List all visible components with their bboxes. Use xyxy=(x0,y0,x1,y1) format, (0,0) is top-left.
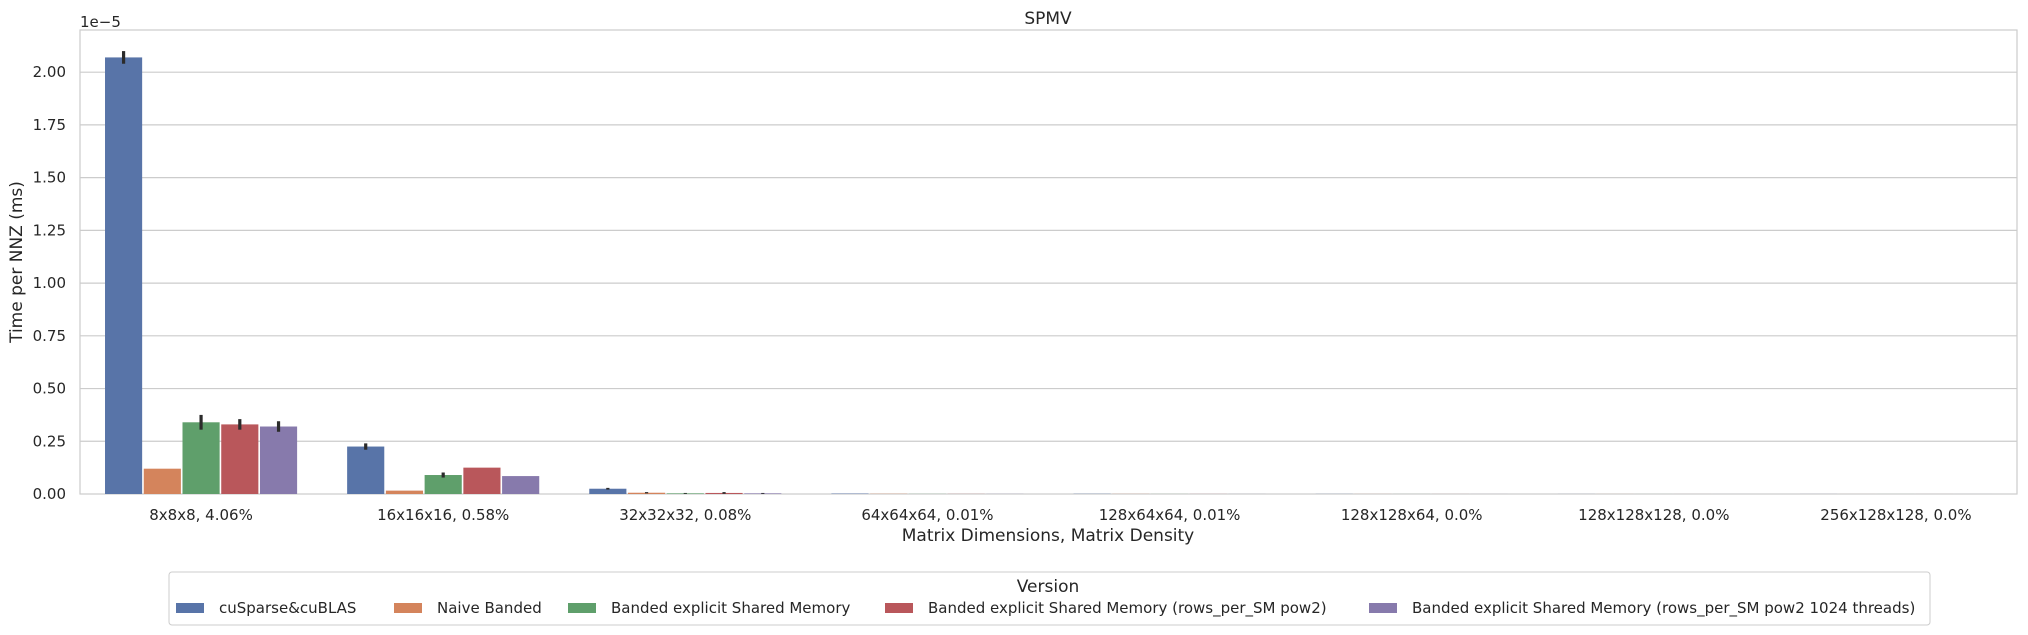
legend-swatch xyxy=(885,603,913,613)
plot-area xyxy=(79,29,2018,495)
x-tick-label: 64x64x64, 0.01% xyxy=(861,506,993,524)
x-tick-labels: 8x8x8, 4.06% 16x16x16, 0.58% 32x32x32, 0.0… xyxy=(149,506,1971,524)
legend-label: Banded explicit Shared Memory (rows_per_… xyxy=(1412,599,1915,618)
x-tick-label: 256x128x128, 0.0% xyxy=(1820,506,1971,524)
x-tick-label: 16x16x16, 0.58% xyxy=(377,506,509,524)
error-bars xyxy=(121,51,765,494)
bar xyxy=(424,475,462,494)
bar xyxy=(589,488,627,494)
chart-title: SPMV xyxy=(1024,9,1072,29)
y-tick-label: 2.00 xyxy=(33,63,66,81)
x-tick-label: 32x32x32, 0.08% xyxy=(619,506,751,524)
bar xyxy=(463,467,501,494)
bar xyxy=(259,426,298,494)
x-tick-label: 128x128x64, 0.0% xyxy=(1341,506,1483,524)
y-tick-label: 1.00 xyxy=(33,274,66,292)
y-tick-label: 0.00 xyxy=(33,485,66,503)
bar xyxy=(105,57,143,494)
bar xyxy=(385,490,424,494)
legend-swatch xyxy=(394,603,422,613)
legend-swatch xyxy=(176,603,204,613)
bars xyxy=(105,57,1992,494)
y-tick-label: 1.75 xyxy=(33,116,66,134)
bar xyxy=(182,422,220,494)
legend-title: Version xyxy=(1017,577,1080,597)
y-tick-label: 0.75 xyxy=(33,327,66,345)
y-axis-title: Time per NNZ (ms) xyxy=(7,181,27,344)
bar xyxy=(143,468,181,494)
legend-swatch xyxy=(1369,603,1397,613)
x-tick-label: 128x64x64, 0.01% xyxy=(1099,506,1241,524)
y-offset-label: 1e−5 xyxy=(80,13,121,31)
legend-swatch xyxy=(568,603,596,613)
legend-frame xyxy=(168,571,1931,626)
legend-label: Banded explicit Shared Memory xyxy=(611,599,850,617)
legend-label: Banded explicit Shared Memory (rows_per_… xyxy=(928,599,1327,618)
x-axis-title: Matrix Dimensions, Matrix Density xyxy=(902,526,1195,546)
bar xyxy=(502,476,540,494)
grid-lines xyxy=(80,71,2017,442)
bar xyxy=(221,424,259,494)
legend-label: Naive Banded xyxy=(437,599,542,617)
y-tick-labels: 0.00 0.25 0.50 0.75 1.00 1.25 1.50 1.75 2.00 xyxy=(33,63,66,503)
legend-items: cuSparse&cuBLAS Naive Banded Banded explic… xyxy=(176,599,1915,618)
legend: Version cuSparse&cuBLAS Naive Banded Bande… xyxy=(168,571,1931,626)
y-tick-label: 0.50 xyxy=(33,380,66,398)
x-tick-label: 8x8x8, 4.06% xyxy=(149,506,253,524)
y-tick-label: 0.25 xyxy=(33,432,66,450)
y-tick-label: 1.25 xyxy=(33,221,66,239)
x-tick-label: 128x128x128, 0.0% xyxy=(1578,506,1729,524)
y-tick-label: 1.50 xyxy=(33,169,66,187)
legend-label: cuSparse&cuBLAS xyxy=(219,599,356,617)
bar xyxy=(347,446,385,494)
